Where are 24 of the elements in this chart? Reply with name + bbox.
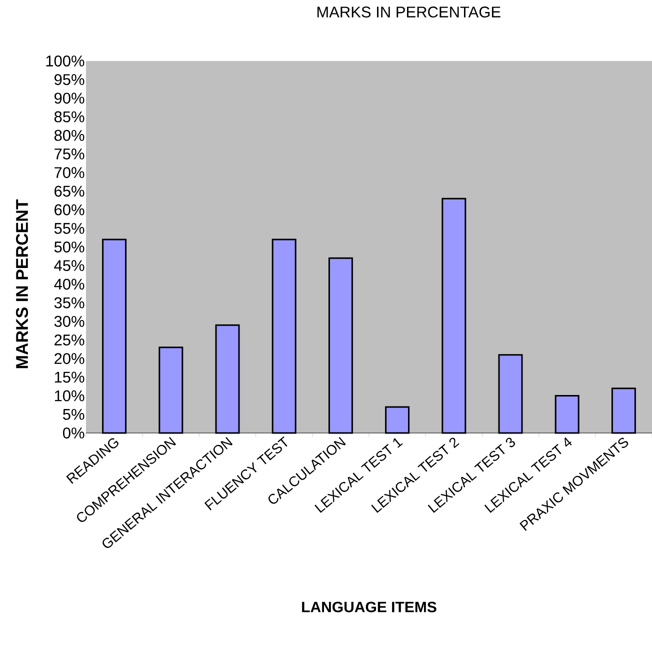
y-tick-label: 95% bbox=[54, 74, 84, 86]
y-tick-label: 45% bbox=[54, 260, 84, 272]
y-tick-label: 5% bbox=[63, 408, 84, 420]
y-tick-label: 100% bbox=[46, 56, 84, 66]
y-tick-label: 55% bbox=[54, 222, 84, 234]
y-tick-label: 30% bbox=[54, 316, 84, 327]
y-tick-label: 85% bbox=[54, 111, 84, 122]
y-tick-label: 10% bbox=[54, 390, 84, 402]
y-tick-label: 25% bbox=[54, 334, 84, 346]
y-tick-label: 40% bbox=[54, 278, 84, 290]
y-tick-label: 80% bbox=[54, 130, 84, 141]
y-tick-label: 90% bbox=[54, 92, 84, 104]
y-tick-label: 15% bbox=[54, 372, 84, 383]
y-tick-label: 35% bbox=[54, 297, 84, 308]
y-tick-label: 75% bbox=[54, 148, 84, 160]
x-axis-title: LANGUAGE ITEMS bbox=[302, 602, 436, 612]
chart-title: MARKS IN PERCENTAGE bbox=[317, 6, 500, 18]
y-tick-label: 65% bbox=[54, 186, 84, 197]
y-tick-label: 70% bbox=[54, 167, 84, 178]
y-tick-label: 60% bbox=[54, 204, 84, 216]
y-axis-title: MARKS IN PERCENT bbox=[16, 199, 28, 368]
y-tick-label: 0% bbox=[63, 428, 84, 438]
y-tick-label: 50% bbox=[54, 242, 84, 252]
y-tick-label: 20% bbox=[54, 353, 84, 364]
